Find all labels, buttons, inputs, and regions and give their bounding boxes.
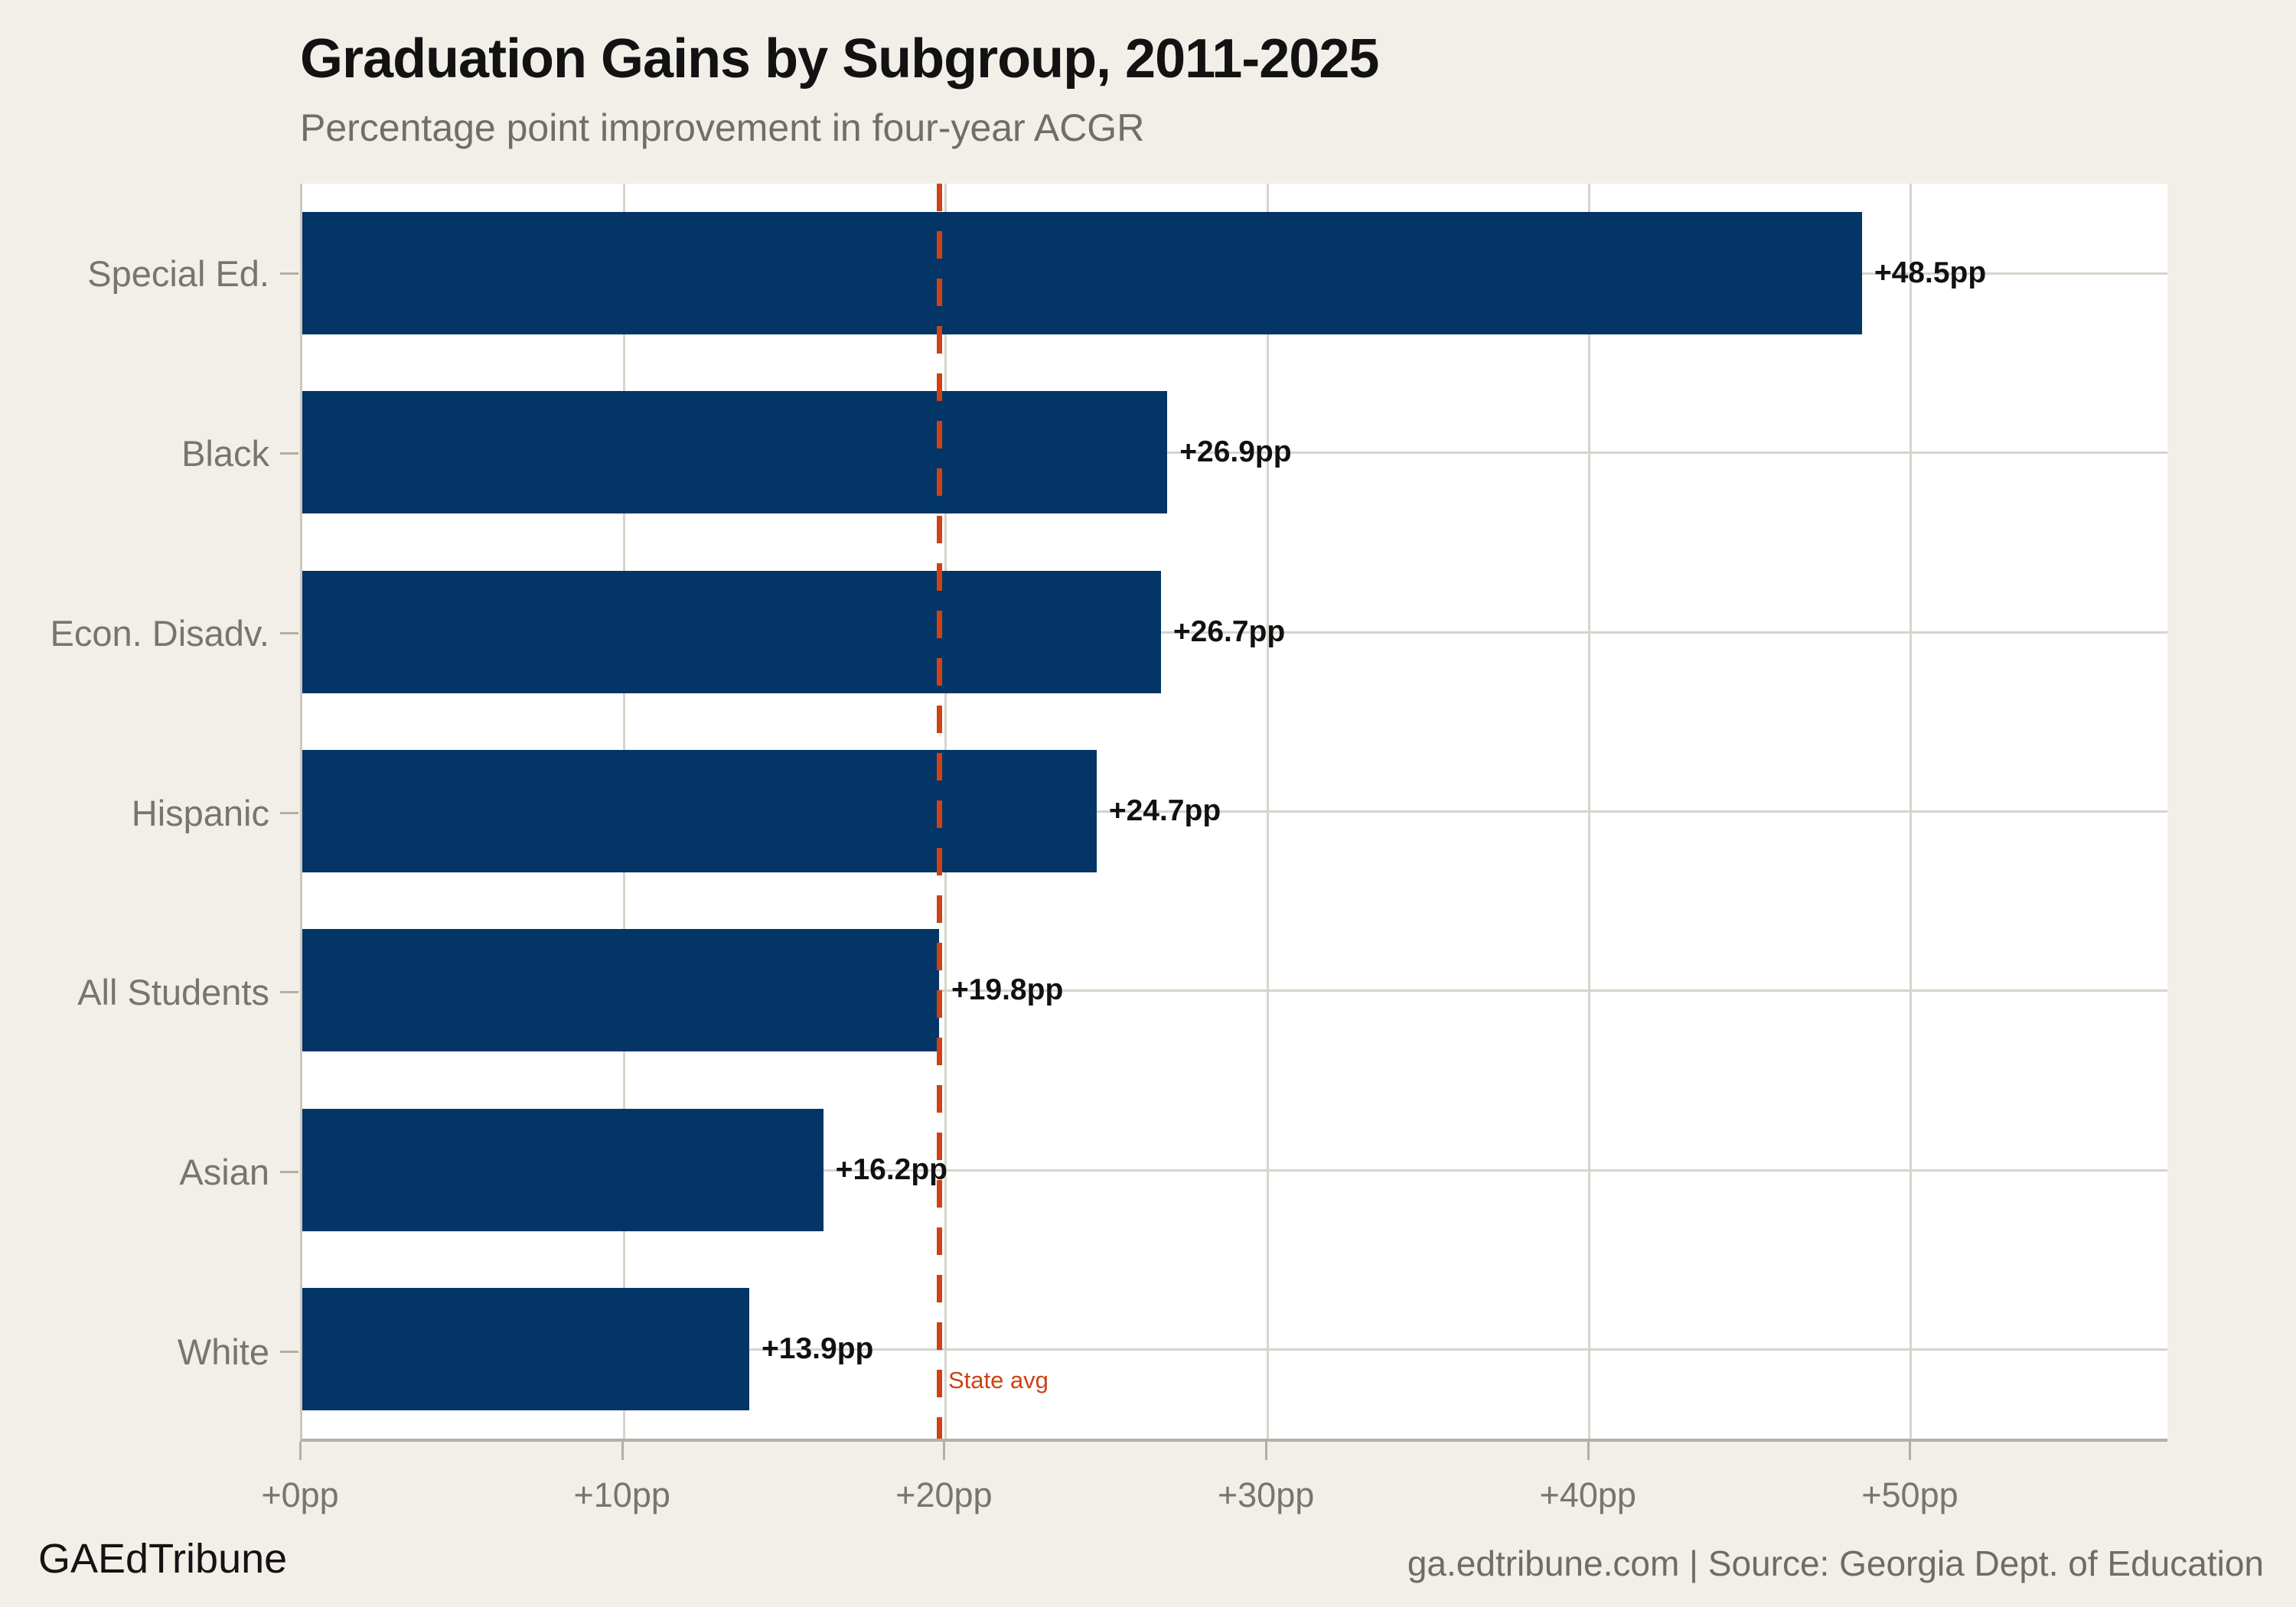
gridline-horizontal bbox=[302, 631, 2167, 634]
x-tick-mark bbox=[1909, 1442, 1912, 1460]
x-tick-mark bbox=[621, 1442, 624, 1460]
gridline-horizontal bbox=[302, 810, 2167, 813]
x-tick-mark bbox=[943, 1442, 946, 1460]
x-axis-label-0pp: +0pp bbox=[261, 1475, 339, 1514]
y-tick-slot bbox=[280, 543, 298, 723]
chart-title: Graduation Gains by Subgroup, 2011-2025 bbox=[300, 28, 1379, 90]
y-axis-labels: Special Ed. Black Econ. Disadv. Hispanic… bbox=[0, 184, 269, 1442]
x-axis-label-30pp: +30pp bbox=[1217, 1475, 1315, 1514]
bar-row-black: +26.9pp bbox=[302, 363, 2167, 542]
y-tick-mark bbox=[280, 272, 298, 275]
y-axis-label-hispanic: Hispanic bbox=[131, 792, 269, 833]
bar-white bbox=[302, 1287, 750, 1410]
y-axis-ticks bbox=[280, 184, 298, 1442]
bar-value-label: +26.7pp bbox=[1172, 614, 1286, 648]
y-tick-slot bbox=[280, 184, 298, 363]
plot-area: +48.5pp +26.9pp +26.7pp +24.7pp +19.8pp bbox=[300, 184, 2167, 1442]
bar-special-ed bbox=[302, 212, 1862, 335]
y-tick-mark bbox=[280, 991, 298, 994]
gridline-horizontal bbox=[302, 451, 2167, 455]
bar-value-label: +48.5pp bbox=[1874, 256, 1987, 290]
y-axis-label-asian: Asian bbox=[179, 1152, 269, 1193]
x-tick-mark bbox=[1265, 1442, 1268, 1460]
gridline-horizontal bbox=[302, 1348, 2167, 1351]
bar-value-label: +24.7pp bbox=[1108, 794, 1221, 827]
bar-value-label: +26.9pp bbox=[1179, 435, 1292, 469]
y-tick-mark bbox=[280, 1171, 298, 1174]
y-tick-mark bbox=[280, 811, 298, 814]
bar-row-hispanic: +24.7pp bbox=[302, 722, 2167, 901]
y-tick-slot bbox=[280, 363, 298, 543]
y-tick-mark bbox=[280, 631, 298, 634]
y-axis-label-all-students: All Students bbox=[77, 972, 269, 1013]
bar-value-label: +16.2pp bbox=[835, 1152, 947, 1186]
x-axis-label-10pp: +10pp bbox=[573, 1475, 670, 1514]
x-axis-ticks bbox=[299, 1442, 2167, 1460]
gridline-horizontal bbox=[302, 989, 2167, 993]
bar-rows: +48.5pp +26.9pp +26.7pp +24.7pp +19.8pp bbox=[302, 184, 2167, 1439]
x-axis-label-20pp: +20pp bbox=[895, 1475, 993, 1514]
x-axis-label-40pp: +40pp bbox=[1539, 1475, 1636, 1514]
y-tick-slot bbox=[280, 1082, 298, 1262]
gridline-horizontal bbox=[302, 1169, 2167, 1172]
source-attribution: ga.edtribune.com | Source: Georgia Dept.… bbox=[1407, 1543, 2264, 1583]
y-tick-slot bbox=[280, 902, 298, 1082]
x-axis-label-50pp: +50pp bbox=[1861, 1475, 1958, 1514]
bar-row-econ-disadv: +26.7pp bbox=[302, 543, 2167, 722]
bar-asian bbox=[302, 1108, 823, 1231]
bar-black bbox=[302, 391, 1168, 514]
state-avg-reference-line bbox=[936, 184, 942, 1439]
bar-row-asian: +16.2pp bbox=[302, 1080, 2167, 1259]
publisher-logo-text: GAEdTribune bbox=[38, 1536, 288, 1582]
bar-value-label: +19.8pp bbox=[951, 973, 1064, 1007]
bar-row-white: +13.9pp bbox=[302, 1260, 2167, 1439]
bar-econ-disadv bbox=[302, 570, 1161, 693]
bar-all-students bbox=[302, 929, 939, 1052]
bar-row-special-ed: +48.5pp bbox=[302, 184, 2167, 363]
x-axis-labels: +0pp +10pp +20pp +30pp +40pp +50pp bbox=[261, 1475, 2167, 1529]
bar-hispanic bbox=[302, 749, 1097, 872]
bar-value-label: +13.9pp bbox=[762, 1332, 874, 1365]
y-tick-mark bbox=[280, 1351, 298, 1354]
y-tick-slot bbox=[280, 723, 298, 903]
y-axis-label-white: White bbox=[177, 1332, 269, 1373]
x-tick-mark bbox=[1587, 1442, 1590, 1460]
bar-row-all-students: +19.8pp bbox=[302, 901, 2167, 1080]
chart-subtitle: Percentage point improvement in four-yea… bbox=[300, 106, 1145, 149]
y-tick-slot bbox=[280, 1262, 298, 1442]
y-axis-label-special-ed: Special Ed. bbox=[87, 253, 269, 294]
x-tick-mark bbox=[299, 1442, 302, 1460]
y-axis-label-black: Black bbox=[181, 432, 269, 474]
state-avg-label: State avg bbox=[947, 1367, 1049, 1393]
y-tick-mark bbox=[280, 451, 298, 455]
y-axis-label-econ-disadv: Econ. Disadv. bbox=[50, 612, 269, 654]
